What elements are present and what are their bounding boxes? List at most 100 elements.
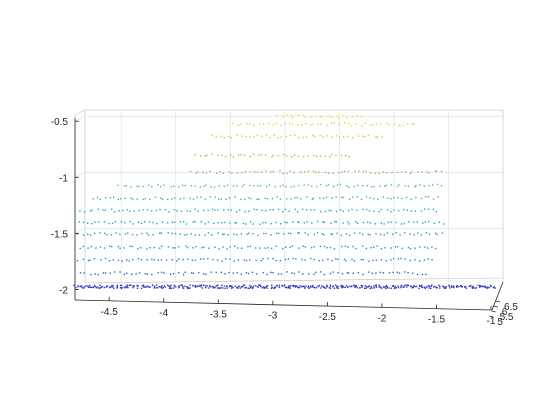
data-point bbox=[468, 285, 470, 288]
data-point bbox=[342, 210, 344, 213]
data-point bbox=[203, 209, 205, 212]
data-point bbox=[470, 285, 472, 287]
data-point bbox=[170, 186, 172, 188]
data-point bbox=[255, 259, 257, 262]
data-point bbox=[189, 287, 191, 289]
data-point bbox=[385, 287, 387, 290]
data-point bbox=[256, 171, 259, 173]
data-point bbox=[288, 122, 291, 125]
data-point bbox=[335, 196, 337, 198]
data-point bbox=[119, 286, 122, 289]
data-point bbox=[428, 287, 430, 289]
data-point bbox=[315, 287, 318, 289]
x-tick-label: -4 bbox=[159, 308, 168, 319]
data-point bbox=[92, 198, 94, 200]
data-point bbox=[481, 285, 483, 288]
data-point bbox=[351, 208, 353, 211]
data-point bbox=[319, 245, 322, 248]
data-point bbox=[315, 155, 318, 158]
x-tick-label: -4.5 bbox=[101, 307, 119, 318]
data-point bbox=[147, 234, 150, 236]
data-point bbox=[381, 136, 383, 138]
data-point bbox=[101, 285, 104, 288]
data-point bbox=[292, 221, 294, 223]
data-point bbox=[311, 198, 313, 200]
data-point bbox=[148, 221, 151, 223]
data-point bbox=[103, 286, 105, 289]
data-point bbox=[218, 287, 220, 289]
data-point bbox=[374, 223, 376, 225]
data-point bbox=[323, 245, 326, 248]
data-point bbox=[423, 286, 426, 289]
data-point bbox=[228, 136, 230, 138]
data-point bbox=[297, 221, 299, 223]
data-point bbox=[432, 184, 434, 186]
x-tick-label: -2.5 bbox=[319, 312, 337, 323]
data-point bbox=[272, 209, 274, 211]
data-point bbox=[380, 123, 382, 125]
data-point bbox=[118, 210, 120, 212]
data-point bbox=[484, 286, 487, 288]
data-point bbox=[249, 259, 251, 261]
data-point bbox=[414, 259, 416, 261]
data-point bbox=[289, 246, 291, 248]
data-point bbox=[322, 136, 324, 138]
data-point bbox=[376, 245, 378, 247]
data-point bbox=[274, 286, 276, 288]
data-point bbox=[210, 271, 212, 273]
data-point bbox=[98, 287, 100, 289]
data-point bbox=[444, 287, 447, 289]
data-point bbox=[493, 286, 495, 288]
data-point bbox=[313, 258, 315, 261]
data-point bbox=[90, 273, 92, 276]
data-point bbox=[155, 287, 158, 289]
data-point bbox=[143, 284, 145, 286]
data-point bbox=[220, 271, 222, 273]
data-point bbox=[111, 245, 113, 248]
data-point bbox=[170, 287, 173, 290]
data-point bbox=[416, 273, 419, 276]
data-point bbox=[272, 258, 274, 260]
data-point bbox=[382, 286, 385, 288]
data-point bbox=[334, 284, 337, 286]
data-point bbox=[471, 286, 473, 288]
data-point bbox=[317, 123, 319, 126]
data-point bbox=[293, 285, 295, 288]
data-point bbox=[126, 259, 128, 261]
data-point bbox=[172, 247, 174, 249]
data-point bbox=[263, 287, 265, 289]
data-point bbox=[380, 248, 382, 250]
data-point bbox=[234, 196, 236, 198]
data-point bbox=[385, 260, 388, 262]
data-point bbox=[149, 198, 151, 200]
data-point bbox=[307, 170, 310, 172]
data-point bbox=[218, 185, 220, 187]
data-point bbox=[211, 208, 214, 211]
data-point bbox=[229, 154, 232, 156]
data-point bbox=[414, 186, 416, 188]
data-point bbox=[254, 171, 256, 173]
data-point bbox=[300, 197, 302, 200]
data-point bbox=[251, 271, 254, 273]
data-point bbox=[272, 170, 274, 173]
data-point bbox=[111, 286, 114, 288]
data-point bbox=[311, 222, 313, 224]
data-point bbox=[330, 222, 332, 225]
data-point bbox=[109, 272, 111, 274]
data-point bbox=[213, 186, 216, 188]
data-point bbox=[208, 247, 210, 249]
data-point bbox=[190, 272, 193, 274]
data-point bbox=[126, 286, 128, 288]
data-point bbox=[261, 135, 263, 137]
data-point bbox=[159, 208, 161, 211]
data-point bbox=[182, 273, 185, 276]
data-point bbox=[217, 232, 219, 234]
data-point bbox=[358, 287, 361, 289]
data-point bbox=[326, 285, 328, 288]
data-point bbox=[200, 284, 203, 286]
data-point bbox=[207, 232, 210, 234]
data-point bbox=[442, 285, 444, 287]
data-point bbox=[396, 185, 399, 188]
data-point bbox=[369, 197, 371, 199]
data-point bbox=[353, 232, 356, 234]
